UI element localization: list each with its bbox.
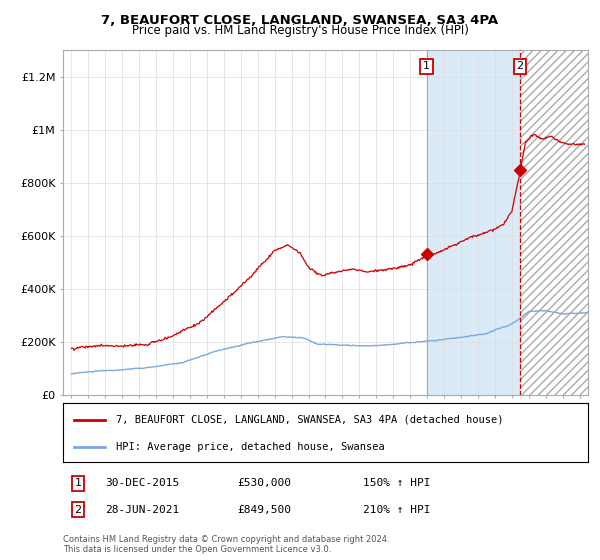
Text: HPI: Average price, detached house, Swansea: HPI: Average price, detached house, Swan… [115,442,384,452]
Text: 28-JUN-2021: 28-JUN-2021 [105,505,179,515]
Text: 1: 1 [74,478,82,488]
Text: 150% ↑ HPI: 150% ↑ HPI [363,478,431,488]
Text: 2: 2 [74,505,82,515]
Text: 7, BEAUFORT CLOSE, LANGLAND, SWANSEA, SA3 4PA (detached house): 7, BEAUFORT CLOSE, LANGLAND, SWANSEA, SA… [115,414,503,424]
Text: 210% ↑ HPI: 210% ↑ HPI [363,505,431,515]
Text: £530,000: £530,000 [237,478,291,488]
Text: £849,500: £849,500 [237,505,291,515]
Text: Contains HM Land Registry data © Crown copyright and database right 2024.
This d: Contains HM Land Registry data © Crown c… [63,535,389,554]
Bar [520,50,600,395]
Text: Price paid vs. HM Land Registry's House Price Index (HPI): Price paid vs. HM Land Registry's House … [131,24,469,37]
Text: 2: 2 [517,61,524,71]
Text: 30-DEC-2015: 30-DEC-2015 [105,478,179,488]
Bar [427,50,520,395]
Text: 7, BEAUFORT CLOSE, LANGLAND, SWANSEA, SA3 4PA: 7, BEAUFORT CLOSE, LANGLAND, SWANSEA, SA… [101,14,499,27]
Text: 1: 1 [423,61,430,71]
